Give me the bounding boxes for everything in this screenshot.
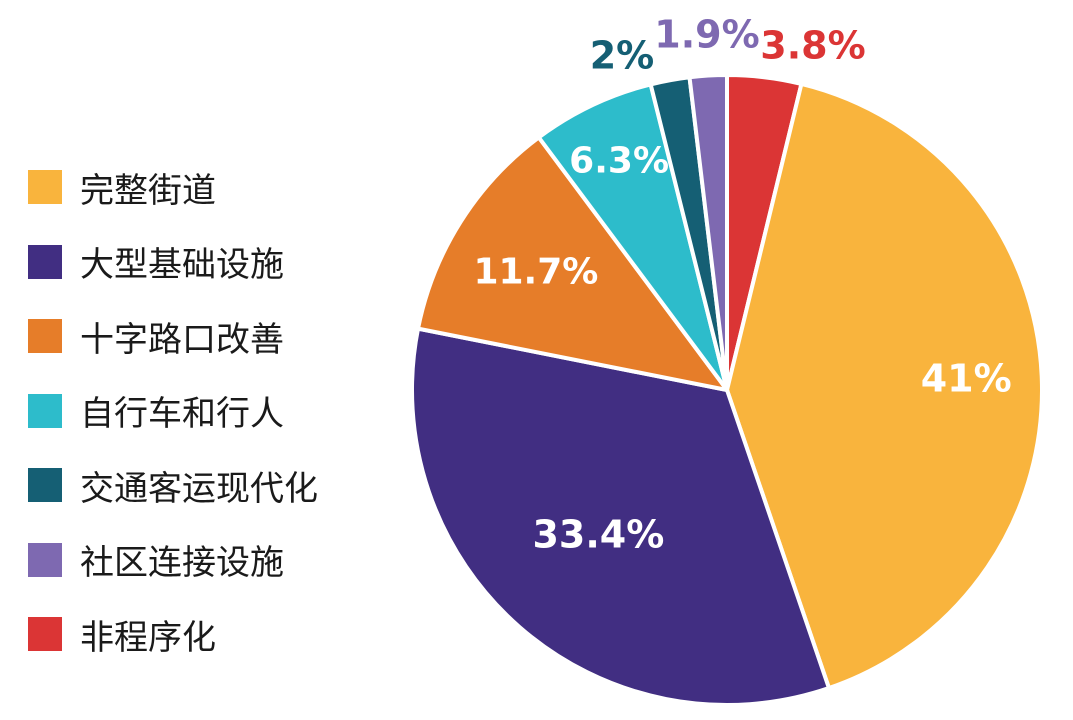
legend-item-bike-pedestrian: 自行车和行人 <box>28 374 368 449</box>
pie-slice-complete-streets <box>725 81 1044 691</box>
legend-label: 社区连接设施 <box>80 543 284 584</box>
legend-item-non-programmatic: 非程序化 <box>28 597 368 672</box>
pie-slice-community-connections <box>687 73 729 392</box>
legend-item-community-connections: 社区连接设施 <box>28 523 368 598</box>
pie-slice-intersection-improvements <box>416 135 729 392</box>
legend-label: 大型基础设施 <box>80 245 284 286</box>
legend-label: 自行车和行人 <box>80 394 284 435</box>
slice-label-bike-pedestrian: 6.3% <box>569 140 669 181</box>
legend-item-major-infrastructure: 大型基础设施 <box>28 225 368 300</box>
legend-swatch <box>28 393 62 428</box>
slice-label-transit-modernization: 2% <box>590 34 655 78</box>
legend-item-transit-modernization: 交通客运现代化 <box>28 448 368 523</box>
pie-slice-bike-pedestrian <box>536 82 729 392</box>
legend-item-complete-streets: 完整街道 <box>28 150 368 225</box>
slice-label-non-programmatic: 3.8% <box>760 24 865 68</box>
legend-label: 完整街道 <box>80 170 216 211</box>
legend-swatch <box>28 542 62 577</box>
slice-label-major-infrastructure: 33.4% <box>532 513 664 557</box>
legend: 完整街道 大型基础设施 十字路口改善 自行车和行人 交通客运现代化 社区连接设施… <box>28 150 368 672</box>
slice-label-complete-streets: 41% <box>921 357 1012 401</box>
legend-item-intersection-improvements: 十字路口改善 <box>28 299 368 374</box>
legend-swatch <box>28 244 62 279</box>
pie-slice-major-infrastructure <box>410 326 831 707</box>
legend-swatch <box>28 468 62 503</box>
legend-label: 交通客运现代化 <box>80 468 318 509</box>
legend-label: 非程序化 <box>80 617 216 658</box>
legend-swatch <box>28 319 62 354</box>
slice-label-intersection-improvements: 11.7% <box>473 252 598 293</box>
legend-swatch <box>28 170 62 205</box>
slice-label-community-connections: 1.9% <box>654 13 759 57</box>
legend-label: 十字路口改善 <box>80 319 284 360</box>
legend-swatch <box>28 617 62 652</box>
